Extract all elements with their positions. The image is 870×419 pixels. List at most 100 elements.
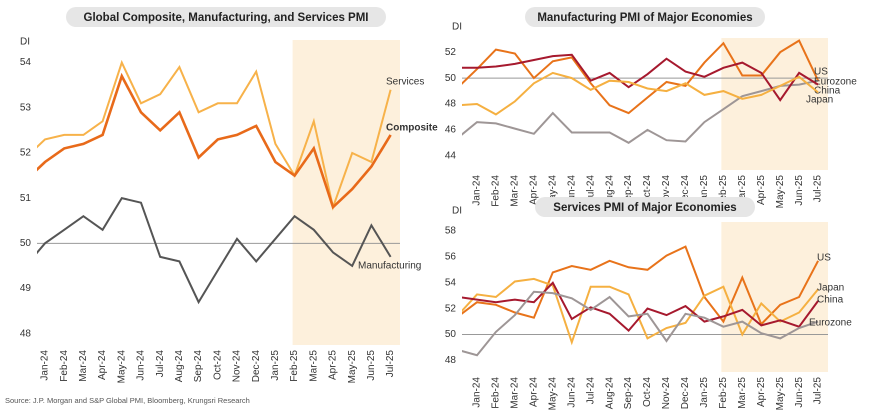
x-tick-label: May-24	[547, 377, 558, 411]
y-axis-label: DI	[20, 37, 30, 48]
x-tick-label: Jul-25	[385, 350, 396, 378]
x-tick-label: Jan-24	[40, 350, 51, 381]
x-tick-label: Jul-24	[585, 377, 596, 405]
y-tick-label: 58	[445, 226, 457, 237]
x-tick-label: Jul-24	[585, 175, 596, 203]
series-line	[37, 196, 392, 305]
series-label: Manufacturing	[358, 261, 421, 272]
series-line	[462, 281, 819, 333]
series-label: Eurozone	[809, 318, 852, 329]
x-tick-label: Jul-25	[813, 175, 824, 203]
x-tick-label: Oct-24	[642, 175, 653, 205]
x-tick-label: May-25	[347, 350, 358, 384]
shaded-period	[292, 40, 400, 345]
x-tick-label: May-24	[547, 175, 558, 209]
x-tick-label: Dec-24	[251, 350, 262, 383]
y-tick-label: 44	[445, 150, 457, 161]
y-tick-label: 56	[445, 252, 457, 263]
x-tick-label: Apr-25	[756, 377, 767, 407]
x-tick-label: Sep-24	[193, 350, 204, 383]
x-tick-label: Dec-24	[680, 175, 691, 208]
x-tick-label: Mar-24	[510, 175, 521, 207]
x-tick-label: May-24	[116, 350, 127, 384]
x-tick-label: Jan-25	[699, 377, 710, 408]
x-tick-label: Aug-24	[174, 350, 185, 383]
x-tick-label: Mar-25	[737, 377, 748, 409]
chart-title: Services PMI of Major Economies	[553, 202, 736, 214]
x-tick-label: Jun-24	[136, 350, 147, 381]
series-line	[462, 79, 819, 144]
x-tick-label: Apr-25	[756, 175, 767, 205]
x-tick-label: Mar-24	[78, 350, 89, 382]
shaded-period	[721, 222, 828, 372]
x-tick-label: Aug-24	[604, 377, 615, 410]
x-tick-label: Mar-25	[737, 175, 748, 207]
x-tick-label: Oct-24	[642, 377, 653, 407]
series-line	[462, 290, 819, 357]
y-tick-label: 50	[445, 329, 457, 340]
y-tick-label: 48	[20, 328, 32, 339]
x-tick-label: Jun-25	[366, 350, 377, 381]
series-label: Japan	[817, 283, 844, 294]
x-tick-label: Jun-24	[566, 377, 577, 408]
x-tick-label: Jun-25	[794, 377, 805, 408]
chart-title: Global Composite, Manufacturing, and Ser…	[84, 12, 369, 24]
x-tick-label: Apr-24	[97, 350, 108, 380]
x-tick-label: Jan-24	[472, 175, 483, 206]
x-tick-label: Jul-24	[155, 350, 166, 378]
x-tick-label: Jul-25	[813, 377, 824, 405]
y-axis-label: DI	[452, 22, 462, 33]
x-tick-label: Jan-24	[472, 377, 483, 408]
y-tick-label: 49	[20, 283, 32, 294]
y-tick-label: 48	[445, 355, 457, 366]
y-tick-label: 53	[20, 102, 32, 113]
x-tick-label: Oct-24	[212, 350, 223, 380]
series-line	[462, 245, 819, 326]
x-tick-label: Apr-25	[328, 350, 339, 380]
title-pill	[525, 7, 765, 27]
x-tick-label: Jun-25	[794, 175, 805, 206]
x-tick-label: Nov-24	[232, 350, 243, 383]
title-pill	[535, 197, 755, 217]
y-tick-label: 50	[20, 238, 32, 249]
x-tick-label: Feb-24	[491, 175, 502, 207]
x-tick-label: May-25	[775, 175, 786, 209]
y-tick-label: 52	[20, 148, 32, 159]
x-tick-label: Feb-25	[718, 377, 729, 409]
series-label: Japan	[806, 95, 833, 106]
series-label: Eurozone	[814, 77, 857, 88]
y-axis-label: DI	[452, 206, 462, 217]
x-tick-label: Nov-24	[661, 377, 672, 410]
series-label: China	[814, 86, 841, 97]
series-line	[37, 72, 392, 210]
series-line	[37, 59, 392, 211]
x-tick-label: Nov-24	[661, 175, 672, 208]
series-line	[462, 277, 819, 346]
series-label: China	[817, 295, 844, 306]
x-tick-label: Feb-24	[59, 350, 70, 382]
y-tick-label: 51	[20, 193, 32, 204]
y-tick-label: 52	[445, 47, 457, 58]
y-tick-label: 50	[445, 73, 457, 84]
x-tick-label: Jun-24	[566, 175, 577, 206]
x-tick-label: May-25	[775, 377, 786, 411]
y-tick-label: 46	[445, 125, 457, 136]
series-label: Services	[386, 77, 424, 88]
x-tick-label: Apr-24	[528, 377, 539, 407]
series-label: US	[814, 67, 828, 78]
x-tick-label: Mar-25	[308, 350, 319, 382]
title-pill	[66, 7, 386, 27]
x-tick-label: Aug-24	[604, 175, 615, 208]
x-tick-label: Dec-24	[680, 377, 691, 410]
x-tick-label: Mar-24	[510, 377, 521, 409]
series-label: US	[817, 253, 831, 264]
series-line	[462, 71, 819, 116]
chart-title: Manufacturing PMI of Major Economies	[537, 12, 752, 24]
x-tick-label: Feb-25	[289, 350, 300, 382]
series-line	[462, 39, 820, 115]
x-tick-label: Sep-24	[623, 377, 634, 410]
x-tick-label: Sep-24	[623, 175, 634, 208]
series-line	[462, 53, 819, 102]
y-tick-label: 54	[445, 277, 457, 288]
y-tick-label: 54	[20, 57, 32, 68]
